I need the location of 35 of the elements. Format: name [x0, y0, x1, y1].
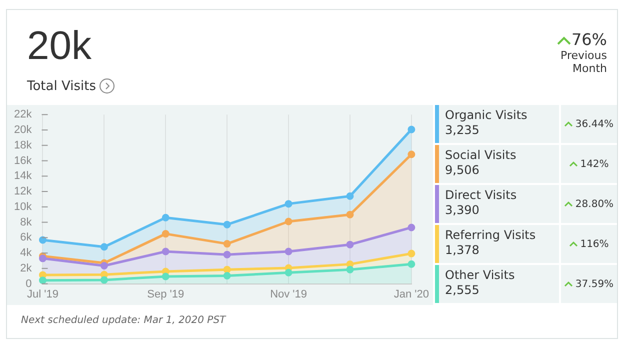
text: Social Visits — [445, 148, 518, 163]
y-tick-label: 2k — [20, 262, 32, 274]
y-tick-label: 4k — [20, 247, 32, 260]
text: 36.44% — [575, 118, 614, 130]
text: Previous Month — [560, 49, 607, 75]
text: 3,235 — [445, 123, 480, 138]
x-tick-label: Nov '19 — [270, 288, 308, 300]
y-tick-label: 18k — [14, 139, 32, 152]
text: 9,506 — [445, 163, 480, 178]
x-tick-label: Sep '19 — [147, 288, 184, 300]
text: 2,555 — [445, 283, 480, 298]
y-tick-label: 16k — [14, 154, 32, 167]
y-tick-label: 20k — [14, 124, 32, 136]
text: 142% — [580, 158, 609, 170]
text: 3,390 — [445, 203, 480, 218]
text: Referring Visits — [445, 228, 537, 243]
text: Organic Visits — [445, 108, 528, 123]
y-tick-label: 6k — [20, 232, 32, 244]
y-tick-label: 14k — [14, 170, 32, 182]
x-tick-label: Jan '20 — [394, 288, 430, 300]
y-tick-label: 12k — [14, 186, 32, 198]
y-tick-label: 8k — [20, 216, 32, 228]
y-tick-label: 22k — [14, 108, 32, 121]
text: 76% — [571, 30, 607, 49]
y-tick-label: 0 — [26, 278, 32, 290]
chart-subtitle: Total Visits — [27, 78, 96, 94]
text: Other Visits — [445, 268, 516, 283]
x-tick-label: Jul '19 — [27, 288, 58, 300]
text: 28.80% — [575, 198, 614, 210]
y-tick-label: 10k — [14, 200, 32, 213]
text: 1,378 — [445, 243, 480, 258]
text: Next scheduled update: Mar 1, 2020 PST — [21, 315, 226, 326]
text: 116% — [580, 238, 609, 250]
text: Direct Visits — [445, 188, 518, 203]
text: 37.59% — [575, 278, 614, 290]
